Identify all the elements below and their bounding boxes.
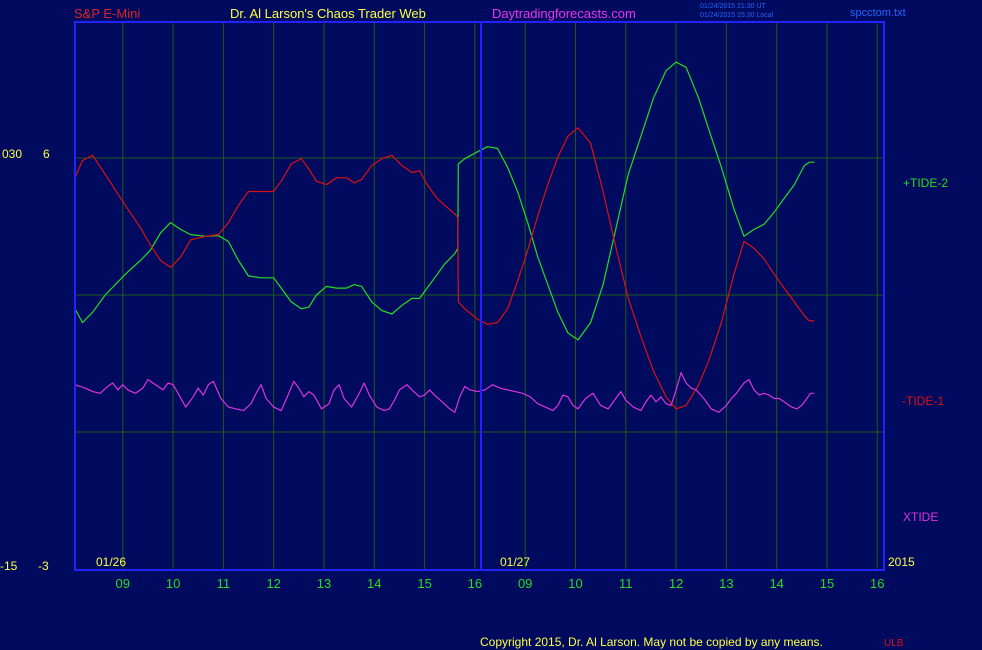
hour-tick-11: 12 [669,576,683,591]
author-title: Dr. Al Larson's Chaos Trader Web [230,6,426,21]
legend-tide2: +TIDE-2 [903,176,948,190]
year-label: 2015 [888,555,915,569]
hour-tick-13: 14 [769,576,783,591]
hour-tick-6: 15 [417,576,431,591]
series-line-xtide [74,372,815,413]
date-label-day2: 01/27 [500,555,530,569]
legend-tide1: -TIDE-1 [902,394,944,408]
left-axis-lower-outer: -15 [0,559,18,573]
hour-tick-8: 09 [518,576,532,591]
hour-tick-1: 10 [166,576,180,591]
hour-tick-3: 12 [266,576,280,591]
hour-tick-2: 11 [217,576,231,591]
hour-tick-12: 13 [719,576,733,591]
hour-tick-9: 10 [568,576,582,591]
timestamp-local: 01/24/2015 15:30 Local [700,12,774,19]
hour-tick-7: 16 [468,576,482,591]
instrument-title: S&P E-Mini [74,6,140,21]
date-label-day1: 01/26 [96,555,126,569]
legend-xtide: XTIDE [903,510,938,524]
file-name: spcctom.txt [850,7,906,19]
hour-tick-4: 13 [317,576,331,591]
hour-tick-5: 14 [367,576,381,591]
grid-lines [75,22,884,570]
left-axis-upper-outer: 030 [2,147,22,161]
timestamp-ut: 01/24/2015 21:30 UT [700,3,766,10]
hour-tick-14: 15 [820,576,834,591]
series-line-tide-2 [74,61,815,341]
author-mark: ULB [884,638,904,649]
chart-frame [74,21,885,571]
left-axis-lower-inner: -3 [38,559,49,573]
hour-tick-10: 11 [619,576,633,591]
hour-tick-15: 16 [870,576,884,591]
series-lines [74,61,815,413]
hour-tick-labels: 09 10 11 12 13 14 15 16 09 10 11 12 13 14 15 16 [116,576,885,591]
series-line-tide-1 [74,127,815,410]
hour-tick-0: 09 [116,576,130,591]
left-axis-upper-inner: 6 [43,147,50,161]
copyright-notice: Copyright 2015, Dr. Al Larson. May not b… [480,635,823,649]
site-link[interactable]: Daytradingforecasts.com [492,6,636,21]
